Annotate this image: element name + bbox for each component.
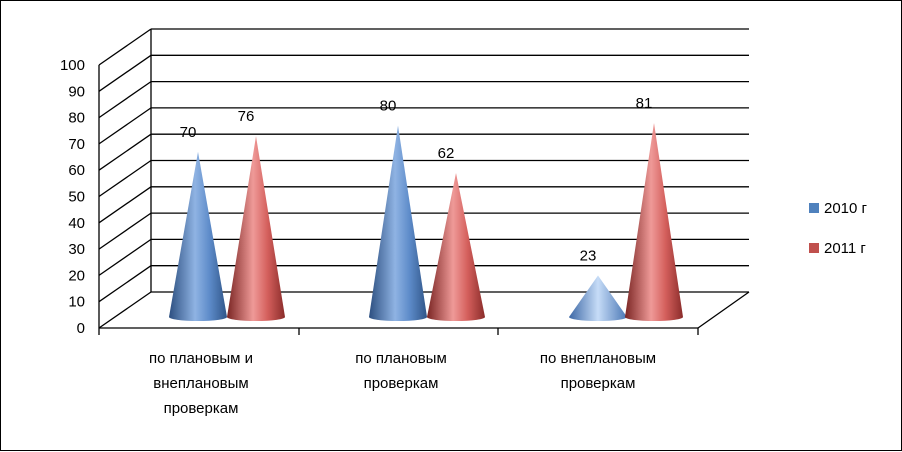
data-label: 76: [238, 108, 255, 125]
y-axis-ticks: 0 10 20 30 40 50 60 70 80 90 100: [60, 57, 85, 337]
category-labels: по плановым и внеплановым проверкам по план…: [149, 350, 656, 417]
y-tick-label: 20: [68, 267, 85, 284]
y-tick-label: 70: [68, 136, 85, 153]
grid-diagonal: [98, 212, 152, 250]
y-tick-label: 30: [68, 241, 85, 258]
cone-2010-cat-2: [369, 125, 427, 321]
y-tick-label: 10: [68, 294, 85, 311]
legend-swatch: [809, 203, 819, 213]
category-label: проверкам: [561, 375, 636, 392]
grid-diagonal: [98, 238, 152, 276]
grid-diagonal: [98, 81, 152, 119]
cone-2010-cat-3: [569, 275, 627, 321]
y-tick-label: 60: [68, 162, 85, 179]
data-label: 62: [438, 145, 455, 162]
grid-diagonal: [98, 133, 152, 171]
category-label: по плановым и: [149, 350, 253, 367]
category-label: проверкам: [164, 400, 239, 417]
category-label: по внеплановым: [540, 350, 656, 367]
cone-2011-cat-1: [227, 136, 285, 321]
grid-diagonal: [98, 265, 152, 303]
y-tick-label: 80: [68, 110, 85, 127]
y-tick-label: 50: [68, 189, 85, 206]
data-label: 23: [580, 248, 597, 265]
y-tick-label: 0: [77, 320, 85, 337]
grid-diagonal: [98, 159, 152, 198]
y-tick-label: 100: [60, 57, 85, 74]
category-label: внеплановым: [153, 375, 249, 392]
category-label: проверкам: [364, 375, 439, 392]
legend-label: 2011 г: [824, 240, 866, 257]
data-labels: 70 80 23 76 62 81: [180, 95, 653, 265]
cone-2011-cat-3: [625, 122, 683, 321]
legend-label: 2010 г: [824, 200, 868, 217]
cones: [169, 122, 683, 321]
y-tick-label: 90: [68, 83, 85, 100]
data-label: 80: [380, 98, 397, 115]
data-label: 70: [180, 124, 197, 141]
grid-diagonal: [98, 291, 152, 329]
legend: 2010 г 2011 г: [809, 200, 868, 257]
floor-edge: [697, 291, 750, 329]
grid-diagonal: [98, 28, 152, 66]
grid-diagonal: [98, 107, 152, 145]
cone-2010-cat-1: [169, 151, 227, 321]
category-label: по плановым: [355, 350, 447, 367]
cone-2011-cat-2: [427, 172, 485, 321]
y-tick-label: 40: [68, 215, 85, 232]
grid-diagonal: [98, 54, 152, 92]
grid-diagonal: [98, 186, 152, 224]
legend-swatch: [809, 243, 819, 253]
data-label: 81: [636, 95, 653, 112]
